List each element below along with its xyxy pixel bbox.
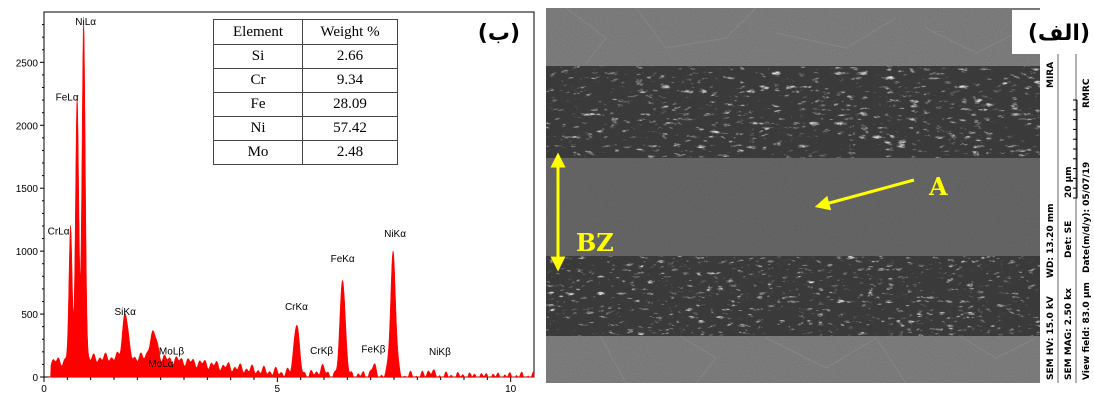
sem-panel-label: (الف) (1028, 21, 1090, 46)
table-row: Si 2.66 (213, 44, 398, 69)
peak-label: FeKβ (361, 345, 385, 356)
x-tick-label: 10 (505, 384, 517, 393)
table-header-weight: Weight % (302, 19, 398, 45)
x-tick-label: 5 (275, 384, 281, 393)
peak-label: CrKβ (310, 346, 333, 357)
info-wd: WD: 13.20 mm (1046, 204, 1056, 279)
info-viewfield: View field: 83.0 μm (1082, 282, 1092, 380)
info-rmrc: RMRC (1082, 78, 1092, 108)
spectrum-area (48, 20, 535, 378)
weight-cell: 28.09 (302, 92, 398, 117)
peak-label: NiLα (75, 17, 96, 28)
y-tick-label: 0 (32, 373, 38, 384)
info-mira: MIRA (1046, 62, 1056, 88)
weight-cell: 57.42 (302, 116, 398, 141)
peak-label: CrLα (48, 227, 70, 238)
sem-info-bar (1040, 54, 1094, 383)
weight-cell: 9.34 (302, 68, 398, 93)
peak-label: MoLα (148, 359, 173, 370)
peak-label: SiKα (115, 307, 137, 318)
element-cell: Ni (213, 116, 303, 141)
peak-label: FeLα (56, 92, 79, 103)
sem-panel-label-bg (1012, 10, 1094, 54)
sem-micrograph: (الف) BZ A SEM HV: 15.0 kV WD: 13.20 mm … (545, 7, 1094, 384)
table-row: Cr 9.34 (213, 68, 398, 93)
y-tick-label: 1000 (16, 247, 39, 258)
table-header-element: Element (213, 19, 303, 45)
weight-cell: 2.48 (302, 140, 398, 165)
reaction-band-top-texture (546, 66, 1040, 161)
table-header-row: Element Weight % (213, 19, 398, 45)
sem-micrograph-panel: (الف) BZ A SEM HV: 15.0 kV WD: 13.20 mm … (545, 7, 1094, 384)
info-scale: 20 μm (1064, 166, 1074, 198)
y-tick-label: 1500 (16, 184, 39, 195)
peak-label: FeKα (331, 254, 355, 265)
info-mag: SEM MAG: 2.50 kx (1064, 288, 1074, 380)
y-tick-label: 2000 (16, 121, 39, 132)
info-hv: SEM HV: 15.0 kV (1046, 296, 1056, 380)
scale-bar (1073, 99, 1078, 199)
peak-label: NiKα (384, 229, 406, 240)
eds-spectrum-panel: 0 500 1000 1500 2000 2500 0 5 10 CrLα FeLα NiLα SiK… (0, 0, 540, 395)
element-cell: Fe (213, 92, 303, 117)
bz-label: BZ (576, 228, 614, 257)
x-tick-label: 0 (41, 384, 47, 393)
element-cell: Si (213, 44, 303, 69)
point-a-label: A (928, 172, 948, 201)
point-a-arrow (814, 178, 915, 211)
peak-label: NiKβ (429, 347, 451, 358)
table-row: Mo 2.48 (213, 140, 398, 165)
table-row: Fe 28.09 (213, 92, 398, 117)
table-row: Ni 57.42 (213, 116, 398, 141)
peak-label: CrKα (285, 302, 308, 313)
reaction-band-bottom-texture (546, 256, 1040, 336)
weight-cell: 2.66 (302, 44, 398, 69)
info-date: Date(m/d/y): 05/07/19 (1082, 162, 1092, 273)
info-det: Det: SE (1064, 221, 1074, 258)
element-cell: Cr (213, 68, 303, 93)
y-tick-label: 500 (21, 310, 38, 321)
chart-panel-label: (ب) (478, 21, 520, 46)
composition-table: Element Weight % Si 2.66 Cr 9.34 Fe 28.09 N… (213, 19, 398, 165)
peak-label: MoLβ (159, 347, 184, 358)
y-tick-label: 2500 (16, 58, 39, 69)
element-cell: Mo (213, 140, 303, 165)
